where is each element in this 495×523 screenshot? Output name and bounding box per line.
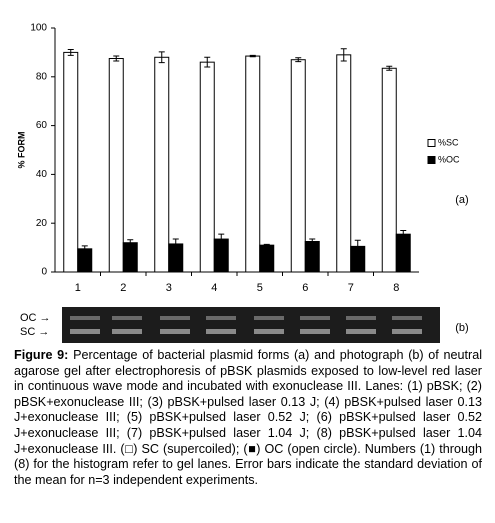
y-tick-label: 20: [36, 218, 48, 229]
caption: Figure 9: Percentage of bacterial plasmi…: [14, 348, 482, 488]
error-bar: [263, 243, 270, 247]
x-tick-label: 6: [302, 282, 308, 294]
bar: [290, 59, 306, 273]
legend-label: %OC: [438, 154, 460, 164]
error-bar: [386, 65, 393, 71]
error-bar: [172, 238, 179, 250]
bar: [245, 55, 261, 273]
x-tick-label: 2: [120, 282, 126, 294]
legend-swatch: [427, 139, 436, 147]
bar: [199, 61, 215, 273]
error-bar: [354, 239, 361, 253]
bar: [108, 58, 124, 273]
error-bar: [67, 48, 74, 56]
error-bar: [218, 233, 225, 245]
caption-label: Figure 9:: [14, 348, 69, 362]
error-bar: [309, 238, 316, 245]
bar: [304, 241, 320, 273]
y-tick-label: 60: [36, 120, 48, 131]
y-tick-label: 40: [36, 169, 48, 180]
bar: [122, 242, 138, 273]
caption-text: Percentage of bacterial plasmid forms (a…: [14, 348, 483, 487]
error-bar: [340, 48, 347, 62]
y-tick-label: 80: [36, 71, 48, 82]
error-bar: [81, 245, 88, 253]
gel-photo: [62, 307, 440, 343]
panel-label: (a): [455, 194, 468, 206]
error-bar: [158, 51, 165, 64]
x-tick-label: 3: [166, 282, 172, 294]
x-tick-label: 8: [393, 282, 399, 294]
bar: [63, 51, 79, 273]
figure: % FORM (a) OC → SC → (b) 0 20 40 60 80 100 1 2 3…: [16, 23, 469, 343]
error-bar: [204, 56, 211, 68]
bar: [395, 233, 411, 273]
legend-label: %SC: [438, 137, 459, 147]
x-tick-label: 4: [211, 282, 217, 294]
error-bar: [400, 230, 407, 239]
panel-label: (b): [455, 322, 468, 334]
bar: [381, 67, 397, 273]
y-tick-label: 100: [30, 23, 47, 34]
y-axis-label: % FORM: [16, 132, 26, 169]
error-bar: [249, 54, 256, 58]
error-bar: [113, 55, 120, 62]
gel-bands: [70, 316, 422, 334]
gel-label: SC →: [20, 326, 49, 338]
bar: [77, 248, 93, 273]
x-tick-label: 7: [348, 282, 354, 294]
legend-swatch: [427, 156, 436, 164]
bar: [336, 54, 352, 273]
error-bar: [295, 57, 302, 63]
x-tick-label: 5: [257, 282, 263, 294]
bar: [259, 244, 275, 273]
y-tick-label: 0: [41, 267, 47, 278]
bar: [154, 56, 170, 273]
x-tick-label: 1: [75, 282, 81, 294]
error-bar: [127, 239, 134, 247]
gel-label: OC →: [20, 312, 51, 324]
